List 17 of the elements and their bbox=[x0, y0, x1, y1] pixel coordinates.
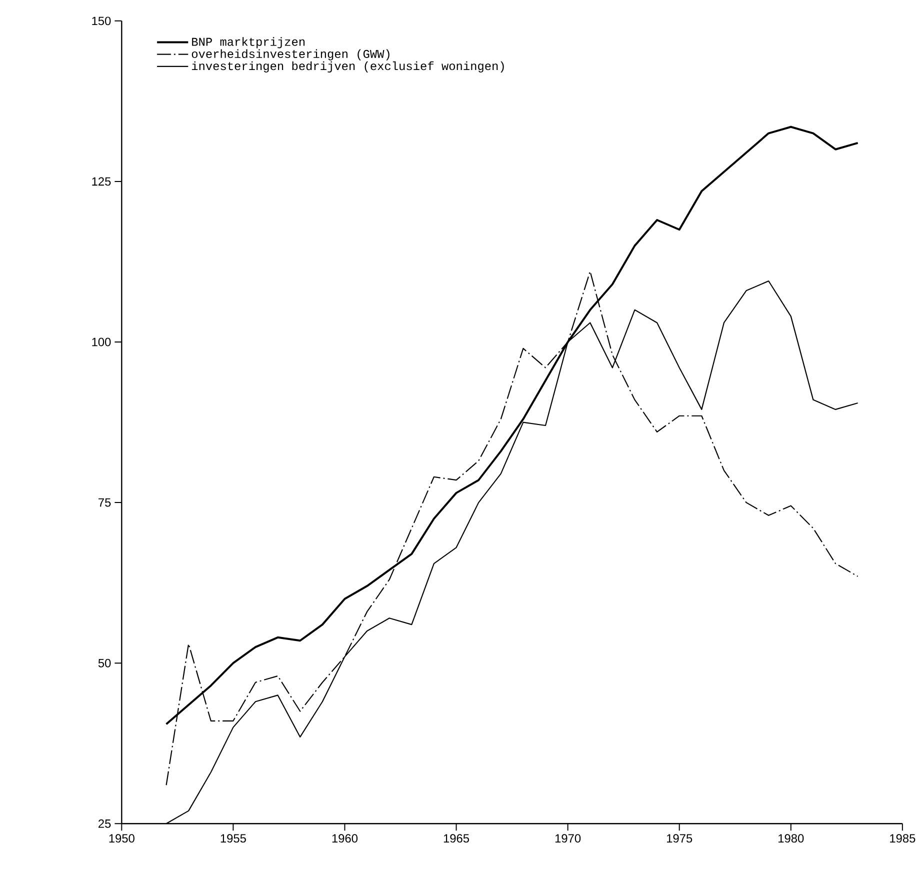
x-tick-label: 1980 bbox=[778, 834, 804, 842]
legend-label: BNP marktprijzen bbox=[192, 36, 305, 48]
x-tick-label: 1960 bbox=[332, 834, 358, 842]
y-tick-label: 75 bbox=[98, 498, 111, 506]
y-tick-label: 100 bbox=[92, 338, 111, 346]
y-tick-label: 150 bbox=[92, 16, 111, 25]
x-tick-label: 1950 bbox=[109, 834, 134, 842]
x-tick-label: 1965 bbox=[444, 834, 470, 842]
x-tick-label: 1955 bbox=[220, 834, 246, 842]
x-tick-label: 1985 bbox=[890, 834, 916, 842]
y-tick-label: 125 bbox=[92, 177, 111, 186]
y-tick-label: 50 bbox=[98, 658, 111, 668]
legend-label: investeringen bedrijven (exclusief woningen) bbox=[192, 61, 504, 72]
x-tick-label: 1975 bbox=[667, 834, 692, 842]
x-tick-label: 1970 bbox=[555, 834, 581, 842]
y-tick-label: 25 bbox=[98, 819, 111, 828]
legend-label: overheidsinvesteringen (GWW) bbox=[192, 49, 390, 60]
